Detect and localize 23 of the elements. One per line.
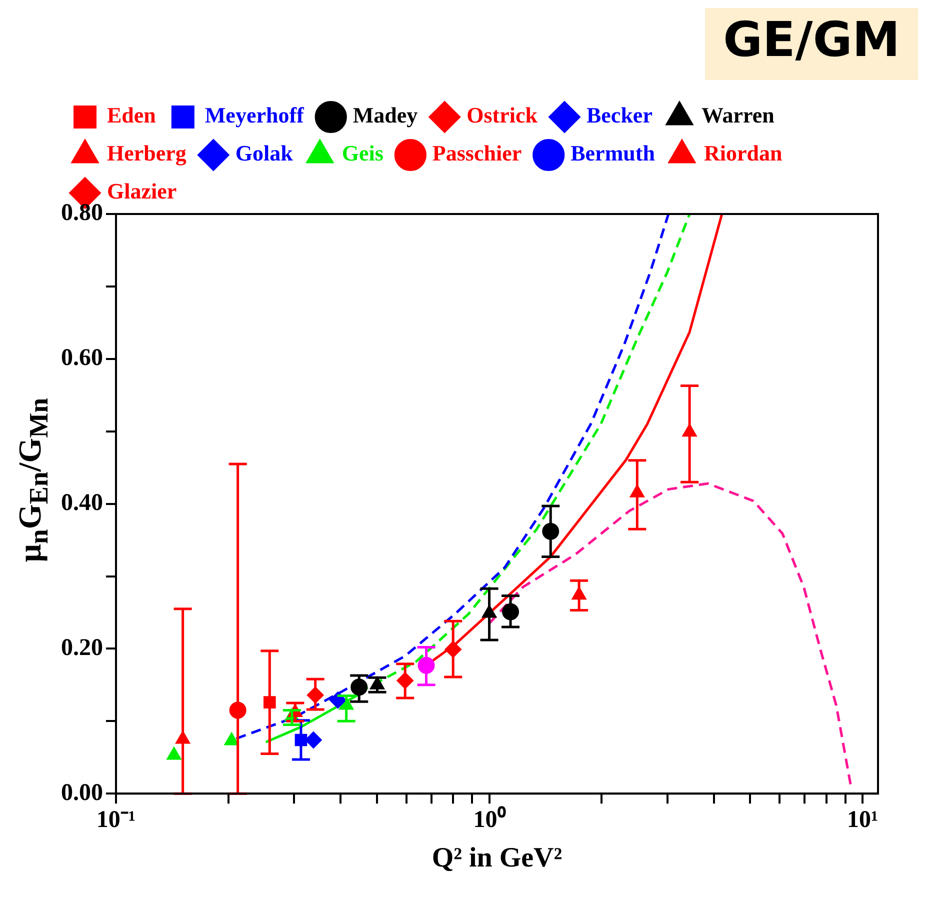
x-axis-title: Q² in GeV² bbox=[432, 842, 562, 874]
legend-label: Becker bbox=[586, 102, 653, 128]
legend-label: Passchier bbox=[432, 140, 522, 166]
legend-label: Herberg bbox=[107, 140, 186, 166]
x-tick-label: 10¹ bbox=[846, 807, 878, 834]
y-tick-label: 0.20 bbox=[61, 634, 103, 661]
legend-label: Warren bbox=[701, 102, 774, 128]
legend-label: Ostrick bbox=[466, 102, 538, 128]
legend-label: Eden bbox=[107, 102, 156, 128]
legend-label: Riordan bbox=[704, 140, 782, 166]
text: GE/GM bbox=[705, 8, 918, 80]
legend-label: Bermuth bbox=[570, 140, 655, 166]
legend-label: Glazier bbox=[107, 178, 177, 204]
y-tick-label: 0.40 bbox=[61, 490, 103, 516]
legend-label: Madey bbox=[352, 102, 418, 128]
legend-label: Meyerhoff bbox=[204, 102, 305, 128]
legend-label: Golak bbox=[235, 140, 294, 166]
legend-label: Geis bbox=[342, 140, 384, 166]
y-tick-label: 0.80 bbox=[61, 200, 103, 226]
x-tick-label: 10⁻¹ bbox=[96, 807, 136, 834]
y-tick-label: 0.60 bbox=[61, 345, 103, 372]
x-tick-label: 10⁰ bbox=[473, 806, 506, 834]
y-tick-label: 0.00 bbox=[61, 780, 103, 806]
